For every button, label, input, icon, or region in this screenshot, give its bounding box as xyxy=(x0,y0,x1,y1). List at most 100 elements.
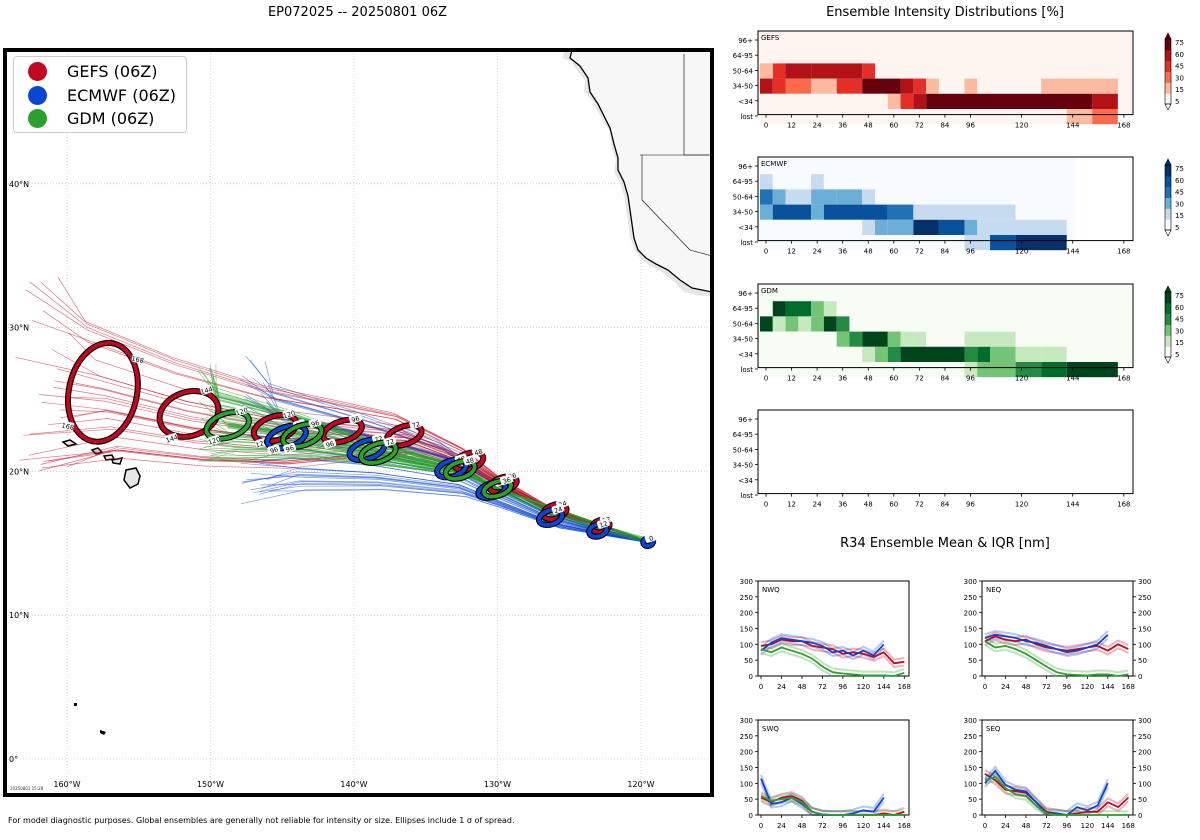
x-tick-label: 72 xyxy=(1042,683,1051,691)
x-tick-label: 96 xyxy=(1062,683,1071,691)
hour-label-bg xyxy=(61,420,75,431)
colorbar-frame xyxy=(1164,164,1172,231)
r34-frame xyxy=(981,719,1134,816)
x-tick-label: 144 xyxy=(1066,248,1080,256)
y-tick-label: 200 xyxy=(1138,610,1151,618)
ellipse-ring xyxy=(66,340,140,444)
heatmap-frame xyxy=(757,30,1134,116)
hour-label-bg xyxy=(409,418,423,430)
r34-panel: NEQ0050501001001501502002002502503003000… xyxy=(964,578,1152,691)
heatmap-frame xyxy=(757,283,1134,369)
y-tick-label: 200 xyxy=(1138,749,1151,757)
row-label: 34-50 xyxy=(733,462,753,470)
colorbar-top-arrow xyxy=(1164,32,1172,40)
x-tick-label: 144 xyxy=(1101,822,1115,830)
heatmap-cell xyxy=(964,235,991,251)
heatmap-cell xyxy=(875,219,888,235)
x-tick-label: 0 xyxy=(983,683,987,691)
legend-item-gdm: GDM (06Z) xyxy=(28,108,154,128)
hour-label: 96 xyxy=(310,419,320,429)
x-tick-label: 72 xyxy=(1042,822,1051,830)
heatmap-cell xyxy=(811,301,824,317)
lat-label: 0° xyxy=(9,755,18,764)
colorbar-step xyxy=(1165,93,1171,105)
colorbar-step xyxy=(1165,197,1171,209)
x-tick-label: 96 xyxy=(838,822,847,830)
heatmap-cell xyxy=(1066,346,1118,362)
hour-label: 96 xyxy=(269,445,279,455)
colorbar-top-arrow xyxy=(1164,158,1172,166)
ellipse-ring xyxy=(157,389,221,439)
hour-label-bg xyxy=(267,444,281,455)
x-tick-label: 0 xyxy=(759,683,763,691)
legend-item-ecmwf: ECMWF (06Z) xyxy=(28,85,176,105)
heatmap-cell xyxy=(849,316,1118,332)
ellipse-marker: 120 120 xyxy=(250,408,300,450)
x-tick-label: 168 xyxy=(1122,683,1135,691)
ellipse-marker: 0 xyxy=(640,532,658,550)
heatmap-cell xyxy=(887,346,901,362)
heatmap-cell xyxy=(913,219,939,235)
x-tick-label: 84 xyxy=(940,122,949,130)
colorbar-step xyxy=(1165,175,1171,188)
colorbar-tick-label: 15 xyxy=(1175,86,1184,94)
x-tick-label: 60 xyxy=(889,501,898,509)
row-label: 50-64 xyxy=(733,193,754,201)
colorbar-tick-label: 75 xyxy=(1175,39,1184,47)
legend-label-ecmwf: ECMWF (06Z) xyxy=(67,85,176,105)
x-tick-label: 144 xyxy=(877,822,891,830)
x-tick-label: 60 xyxy=(889,122,898,130)
ellipse-ring xyxy=(537,507,565,527)
x-tick-label: 0 xyxy=(983,822,987,830)
x-tick-label: 168 xyxy=(1117,248,1130,256)
heatmap-cell xyxy=(887,204,914,220)
ellipse-ring xyxy=(482,478,513,499)
hour-label: 12 xyxy=(598,519,608,529)
member-track-line xyxy=(25,289,652,543)
y-tick-label: 150 xyxy=(1138,765,1151,773)
row-label: 64-95 xyxy=(733,178,753,186)
legend-marker-gdm xyxy=(28,108,47,128)
x-tick-label: 144 xyxy=(877,683,891,691)
hour-label-bg xyxy=(644,532,658,543)
x-tick-label: 120 xyxy=(1081,822,1094,830)
x-tick-label: 120 xyxy=(857,683,870,691)
row-label: 96+ xyxy=(738,290,753,298)
hour-label: 96 xyxy=(350,414,360,424)
y-tick-label: 300 xyxy=(964,717,977,725)
x-tick-label: 96 xyxy=(966,122,975,130)
colorbar: 75 60 45 30 15 5 xyxy=(1164,285,1184,364)
x-tick-label: 36 xyxy=(838,248,847,256)
y-tick-label: 100 xyxy=(740,780,753,788)
y-tick-label: 0 xyxy=(973,673,977,681)
lat-label: 40°N xyxy=(9,180,29,189)
row-label: 34-50 xyxy=(733,336,753,344)
heatmap-cell xyxy=(900,78,914,94)
mean-line xyxy=(984,640,1129,677)
ellipse-ring xyxy=(587,522,609,539)
heatmap-cell xyxy=(760,33,1118,49)
heatmap-cell xyxy=(798,316,812,332)
heatmap-cell xyxy=(990,219,1067,235)
x-tick-label: 60 xyxy=(889,375,898,383)
hour-label-bg xyxy=(308,417,322,428)
x-tick-label: 144 xyxy=(1066,122,1080,130)
heatmap-cell xyxy=(1066,109,1093,125)
hour-label-bg xyxy=(596,518,610,529)
x-tick-label: 12 xyxy=(787,122,796,130)
ellipse-ring xyxy=(359,440,398,465)
timestamp: 20250801 15:28 xyxy=(10,786,44,791)
hour-label-bg xyxy=(165,432,179,444)
lat-label: 10°N xyxy=(9,611,29,620)
x-tick-label: 24 xyxy=(777,822,786,830)
heatmap-cell xyxy=(913,204,939,220)
y-tick-label: 50 xyxy=(968,796,977,804)
row-label: 64-95 xyxy=(733,431,753,439)
x-tick-label: 48 xyxy=(797,683,806,691)
y-tick-label: 150 xyxy=(964,626,977,634)
heatmap-cell xyxy=(862,63,876,79)
heatmap-cell xyxy=(760,48,1118,64)
colorbar-frame xyxy=(1164,291,1172,358)
